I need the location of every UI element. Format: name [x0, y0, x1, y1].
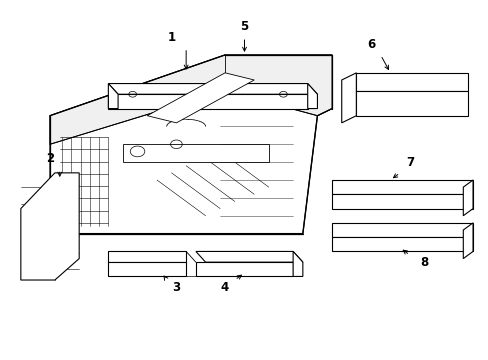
Polygon shape: [108, 84, 118, 109]
Text: 1: 1: [167, 31, 175, 44]
Polygon shape: [196, 251, 302, 262]
Polygon shape: [50, 55, 331, 234]
Polygon shape: [331, 237, 472, 251]
Polygon shape: [108, 84, 317, 94]
Polygon shape: [108, 251, 186, 262]
Polygon shape: [462, 180, 472, 216]
Polygon shape: [108, 94, 307, 109]
Polygon shape: [307, 84, 317, 109]
Polygon shape: [147, 73, 254, 123]
Polygon shape: [21, 173, 79, 280]
Text: 6: 6: [366, 38, 374, 51]
Text: 5: 5: [240, 20, 248, 33]
Text: 7: 7: [405, 156, 413, 168]
Text: 2: 2: [46, 152, 54, 165]
Polygon shape: [122, 144, 268, 162]
Polygon shape: [331, 180, 472, 194]
Text: 4: 4: [221, 281, 229, 294]
Text: 3: 3: [172, 281, 180, 294]
Polygon shape: [331, 223, 472, 237]
Polygon shape: [108, 262, 186, 276]
Polygon shape: [50, 55, 331, 144]
Polygon shape: [331, 194, 472, 208]
Polygon shape: [462, 223, 472, 258]
Text: 8: 8: [419, 256, 427, 269]
Polygon shape: [356, 91, 467, 116]
Polygon shape: [196, 262, 292, 276]
Polygon shape: [356, 73, 467, 91]
Polygon shape: [341, 73, 356, 123]
Polygon shape: [292, 251, 302, 276]
